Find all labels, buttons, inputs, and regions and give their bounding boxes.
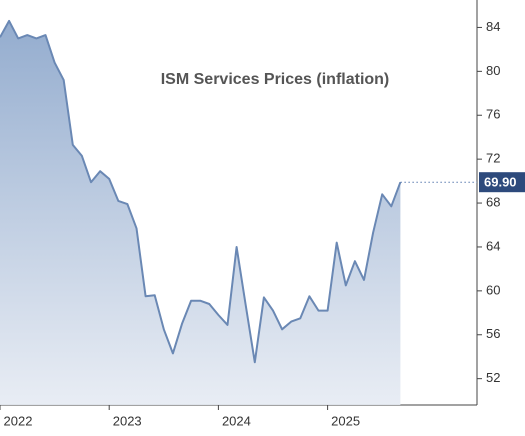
last-value-box xyxy=(479,172,525,193)
x-tick-label: 2022 xyxy=(4,413,33,428)
x-tick-label: 2025 xyxy=(331,413,360,428)
area xyxy=(0,20,401,406)
x-tick-label: 2024 xyxy=(222,413,251,428)
chart-title: ISM Services Prices (inflation) xyxy=(161,71,390,88)
y-tick-label: 64 xyxy=(486,238,500,253)
y-tick-label: 72 xyxy=(486,151,500,166)
y-tick-label: 56 xyxy=(486,326,500,341)
y-tick-label: 52 xyxy=(486,370,500,385)
y-tick-label: 80 xyxy=(486,63,500,78)
last-value-label: 69.90 xyxy=(484,175,517,190)
line xyxy=(0,19,402,364)
y-tick-label: 76 xyxy=(486,107,500,122)
y-tick-label: 68 xyxy=(486,194,500,209)
y-tick-label: 60 xyxy=(486,282,500,297)
y-tick-label: 84 xyxy=(486,19,500,34)
x-tick-label: 2023 xyxy=(113,413,142,428)
